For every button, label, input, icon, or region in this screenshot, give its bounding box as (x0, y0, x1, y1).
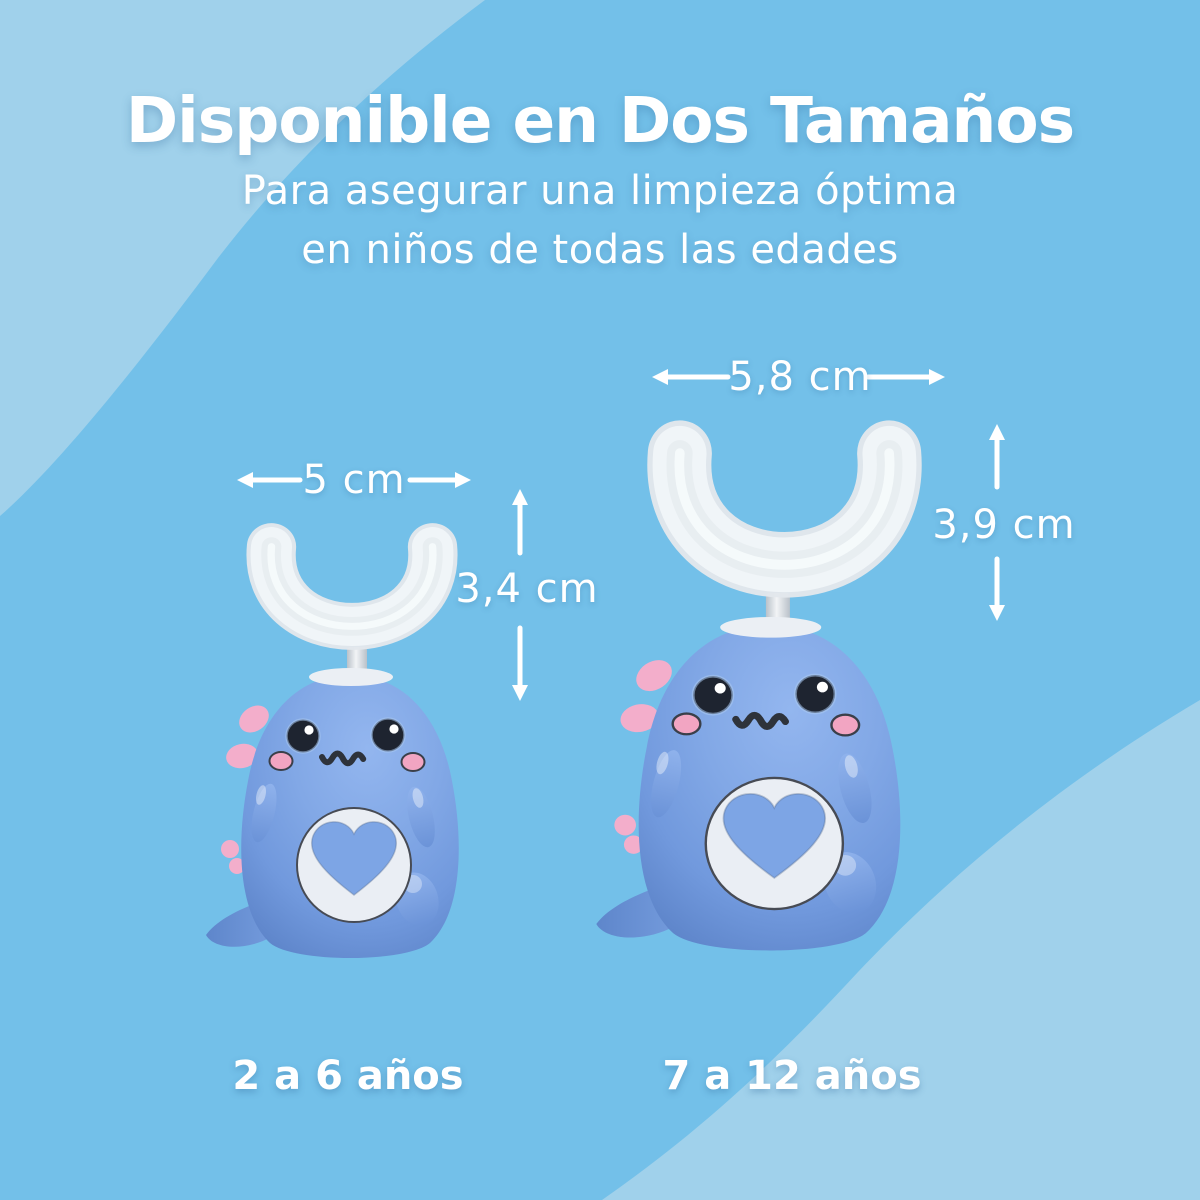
dino-handle-small (206, 647, 459, 958)
large-height-label: 3,9 cm (932, 502, 1076, 548)
toothbrush-small-illustration (206, 547, 459, 958)
small-age-range-label: 2 a 6 años (232, 1053, 464, 1099)
large-width-arrow-icon (652, 369, 945, 385)
dino-handle-large (596, 593, 900, 951)
large-age-range-label: 7 a 12 años (662, 1053, 922, 1099)
small-width-label: 5 cm (302, 457, 406, 503)
large-width-label: 5,8 cm (728, 354, 872, 400)
subtitle-line-1: Para asegurar una limpieza óptima (241, 168, 959, 214)
small-height-arrow-icon (512, 489, 528, 701)
subtitle-line-2: en niños de todas las edades (301, 227, 899, 273)
small-width-arrow-icon (237, 472, 471, 488)
page-title: Disponible en Dos Tamaños (125, 84, 1075, 157)
wave-top-left (0, 0, 485, 516)
large-height-arrow-icon (989, 424, 1005, 621)
small-height-label: 3,4 cm (455, 566, 599, 612)
toothbrush-large-illustration (596, 453, 900, 950)
brush-head-large (679, 453, 889, 565)
measurement-arrows (237, 369, 1005, 701)
wave-bottom-right (602, 700, 1200, 1200)
brush-head-small (271, 547, 433, 627)
